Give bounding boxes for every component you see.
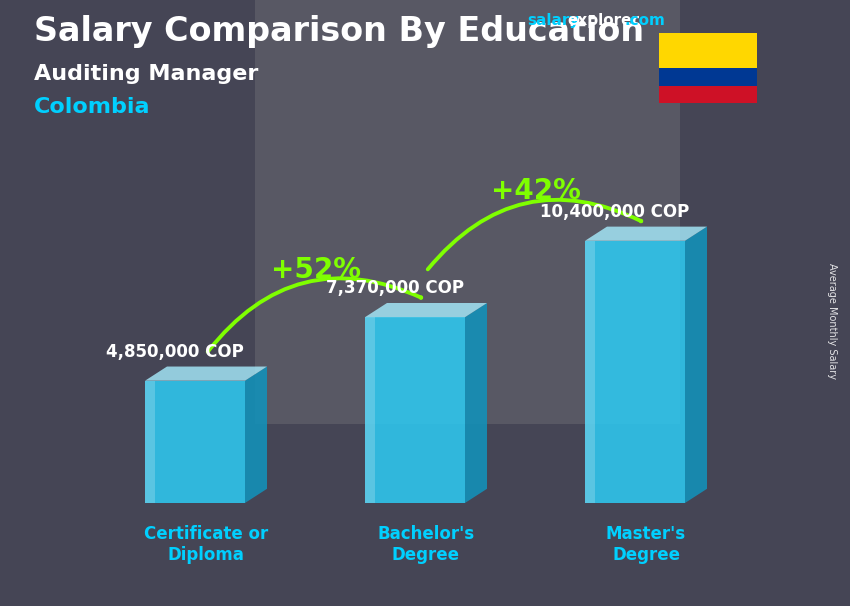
Text: Certificate or
Diploma: Certificate or Diploma [144, 525, 268, 564]
Bar [255, 0, 680, 424]
Text: 7,370,000 COP: 7,370,000 COP [326, 279, 464, 298]
Polygon shape [145, 381, 245, 503]
Bar [659, 85, 756, 103]
Text: +52%: +52% [271, 256, 361, 284]
Text: 4,850,000 COP: 4,850,000 COP [106, 343, 244, 361]
Text: salary: salary [527, 13, 580, 28]
Text: explorer: explorer [568, 13, 640, 28]
Text: Salary Comparison By Education: Salary Comparison By Education [34, 15, 644, 48]
Polygon shape [245, 367, 267, 503]
Bar [659, 33, 756, 68]
Text: 10,400,000 COP: 10,400,000 COP [541, 203, 689, 221]
Polygon shape [145, 367, 267, 381]
Text: Master's
Degree: Master's Degree [606, 525, 686, 564]
FancyArrowPatch shape [428, 200, 641, 269]
Text: +42%: +42% [491, 177, 581, 205]
Text: .com: .com [625, 13, 666, 28]
Polygon shape [145, 381, 155, 503]
FancyArrowPatch shape [207, 278, 422, 351]
Text: Auditing Manager: Auditing Manager [34, 64, 258, 84]
Polygon shape [365, 317, 375, 503]
Polygon shape [585, 241, 685, 503]
Polygon shape [685, 227, 707, 503]
Bar [659, 68, 756, 85]
Text: Average Monthly Salary: Average Monthly Salary [827, 263, 837, 379]
Polygon shape [365, 303, 487, 317]
Polygon shape [465, 303, 487, 503]
Polygon shape [365, 317, 465, 503]
Polygon shape [585, 241, 595, 503]
Text: Bachelor's
Degree: Bachelor's Degree [377, 525, 474, 564]
Polygon shape [585, 227, 707, 241]
Text: Colombia: Colombia [34, 97, 150, 117]
